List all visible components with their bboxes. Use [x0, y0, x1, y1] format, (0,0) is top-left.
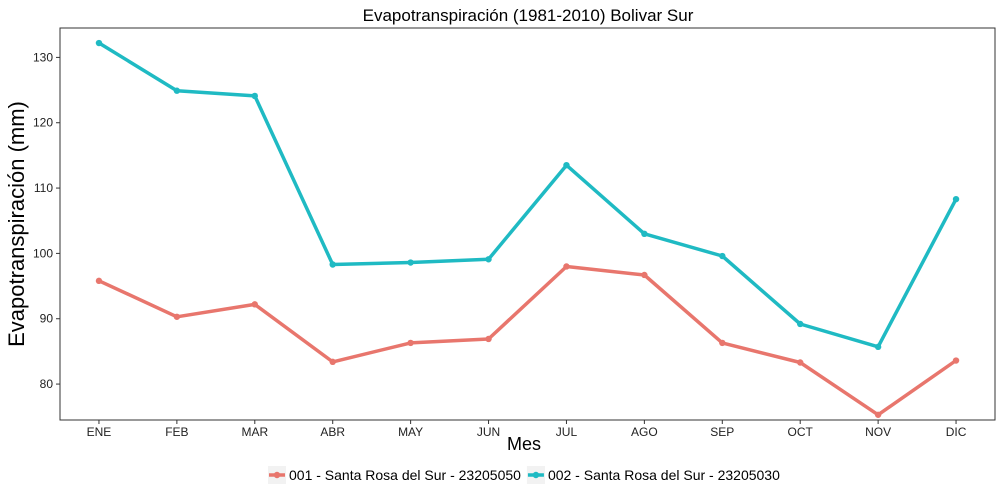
data-point [641, 230, 648, 237]
x-tick-label: AGO [631, 425, 658, 439]
data-point [407, 339, 414, 347]
data-point [797, 359, 804, 366]
x-tick-label: JUN [477, 425, 500, 439]
x-axis-title: Mes [507, 434, 541, 454]
legend-item-1: 001 - Santa Rosa del Sur - 23205050 [268, 466, 521, 484]
data-point [95, 39, 103, 47]
series-line [97, 264, 958, 417]
series-layer [95, 39, 960, 418]
legend-label: 001 - Santa Rosa del Sur - 23205050 [289, 467, 521, 483]
x-tick-label: ENE [87, 425, 112, 439]
x-tick-label: OCT [788, 425, 814, 439]
x-tick-label: ABR [320, 425, 345, 439]
x-tick-label: MAR [241, 425, 268, 439]
legend: 001 - Santa Rosa del Sur - 23205050 002 -… [268, 466, 780, 484]
data-point [563, 162, 570, 169]
y-tick-label: 100 [33, 246, 53, 260]
y-tick-label: 90 [40, 312, 54, 326]
y-tick-label: 120 [33, 116, 53, 130]
data-point [563, 263, 570, 270]
data-point [173, 313, 181, 320]
y-tick-label: 130 [33, 50, 53, 64]
legend-marker [273, 471, 281, 479]
x-tick-label: SEP [710, 425, 734, 439]
series-1 [95, 263, 960, 418]
data-point [719, 339, 726, 347]
series-line [97, 41, 958, 349]
data-point [719, 252, 726, 260]
y-axis-title: Evapotranspiración (mm) [4, 101, 29, 347]
legend-marker [532, 471, 540, 479]
data-point [251, 92, 258, 100]
data-point [797, 320, 804, 328]
data-point [952, 357, 960, 364]
data-point [874, 411, 882, 418]
x-tick-label: FEB [165, 425, 188, 439]
x-tick-label: NOV [865, 425, 891, 439]
data-point [485, 335, 492, 343]
x-tick-label: DIC [946, 425, 967, 439]
data-point [641, 271, 648, 279]
data-point [485, 256, 492, 263]
data-point [251, 301, 258, 308]
legend-item-2: 002 - Santa Rosa del Sur - 23205030 [526, 466, 780, 484]
data-point [407, 259, 414, 266]
chart-title: Evapotranspiración (1981-2010) Bolivar S… [363, 6, 694, 25]
y-tick-label: 80 [40, 377, 54, 391]
data-point [95, 277, 103, 285]
x-tick-label: MAY [398, 425, 423, 439]
data-point [952, 195, 960, 203]
data-point [329, 358, 336, 366]
data-point [874, 343, 882, 351]
legend-label: 002 - Santa Rosa del Sur - 23205030 [548, 467, 780, 483]
y-axis: 80 90 100 110 120 130 [33, 50, 60, 391]
y-tick-label: 110 [34, 181, 53, 195]
plot-frame [59, 27, 996, 421]
data-point [173, 87, 181, 94]
data-point [329, 261, 336, 268]
x-tick-label: JUL [556, 425, 578, 439]
x-axis: ENE FEB MAR ABR MAY JUN JUL AGO SEP OCT NOV DIC [87, 420, 967, 439]
series-2 [95, 39, 960, 351]
